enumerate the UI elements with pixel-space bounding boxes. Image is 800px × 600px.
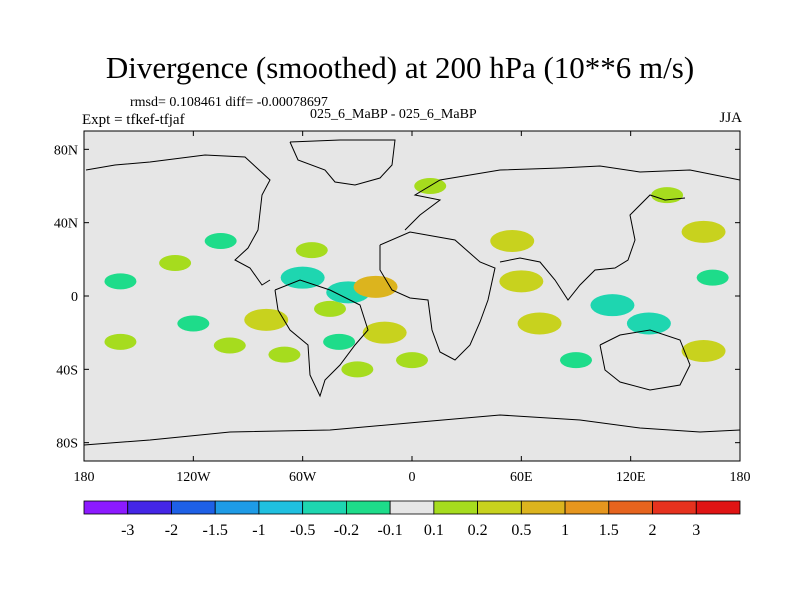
divergence-region-11	[323, 333, 356, 350]
lon-tick-label: 180	[74, 470, 95, 485]
lat-tick-label: 80S	[56, 437, 78, 452]
colorbar-label: -0.1	[377, 522, 402, 539]
coastline-south-america	[274, 279, 369, 398]
colorbar-label: 1	[561, 522, 569, 539]
divergence-region-25	[681, 220, 726, 243]
colorbar-swatch	[258, 500, 304, 515]
colorbar-label: 0.5	[511, 522, 531, 539]
colorbar-swatch	[389, 500, 435, 515]
colorbar-swatch	[433, 500, 479, 515]
divergence-region-4	[204, 233, 237, 249]
colorbar-label: -1	[252, 522, 265, 539]
lon-tick-label: 120E	[616, 470, 646, 485]
colorbar-label: 0.2	[468, 522, 488, 539]
lon-tick-label: 60W	[289, 470, 317, 485]
colorbar-label: 3	[692, 522, 700, 539]
colorbar-label: -2	[165, 522, 178, 539]
colorbar-swatch	[83, 500, 129, 515]
divergence-region-23	[626, 312, 671, 335]
lat-tick-label: 0	[71, 290, 78, 305]
divergence-region-13	[353, 275, 398, 298]
colorbar-label: -0.5	[290, 522, 315, 539]
divergence-field	[84, 139, 740, 446]
lon-tick-label: 180	[730, 470, 751, 485]
colorbar-swatch	[608, 500, 653, 515]
coastline-australia	[599, 329, 691, 391]
lon-tick-label: 60E	[510, 470, 533, 485]
colorbar-swatch	[345, 500, 391, 515]
colorbar-swatch	[520, 500, 566, 515]
coastline-europe-africa	[404, 165, 740, 231]
colorbar-swatch	[302, 500, 347, 515]
divergence-region-24	[651, 187, 684, 204]
experiments-label: 025_6_MaBP - 025_6_MaBP	[310, 107, 477, 122]
colorbar-swatch	[477, 500, 522, 515]
divergence-region-27	[696, 269, 729, 286]
lon-tick-label: 120W	[176, 470, 211, 485]
experiment-label: Expt = tfkef-tfjaf	[82, 112, 185, 128]
colorbar-swatch	[652, 500, 697, 515]
lat-tick-label: 80N	[54, 143, 78, 158]
lat-tick-label: 40S	[56, 363, 78, 378]
plot-title: Divergence (smoothed) at 200 hPa (10**6 …	[105, 50, 695, 85]
divergence-region-15	[341, 361, 374, 378]
divergence-region-22	[590, 294, 635, 317]
divergence-region-6	[244, 308, 289, 331]
colorbar: -3 -2 -1.5 -1 -0.5 -0.2 -0.1 0.1 0.2 0.5 1 1.5 2 3	[83, 500, 741, 539]
colorbar-label: -0.2	[334, 522, 359, 539]
colorbar-swatch	[564, 500, 610, 515]
divergence-region-10	[314, 300, 346, 317]
colorbar-swatch	[127, 500, 172, 515]
lat-tick-label: 40N	[54, 217, 78, 232]
divergence-region-19	[499, 270, 544, 293]
rmsd-diff-label: rmsd= 0.108461 diff= -0.00078697	[130, 95, 328, 110]
coastline-greenland	[289, 139, 396, 186]
divergence-region-9	[295, 242, 328, 259]
divergence-region-5	[213, 337, 246, 354]
coastline-north-america	[85, 154, 271, 286]
colorbar-label: -1.5	[203, 522, 228, 539]
lon-tick-label: 0	[409, 470, 416, 485]
divergence-region-3	[177, 315, 210, 332]
divergence-region-14	[362, 321, 407, 344]
colorbar-label: 0.1	[424, 522, 444, 539]
colorbar-swatch	[171, 500, 216, 515]
divergence-region-21	[560, 352, 592, 369]
axis-ticks: 180 120W 60W 0 60E 120E 180 80N 40N 0 40S 80S	[54, 131, 751, 485]
map-background	[84, 131, 740, 461]
colorbar-label: 2	[649, 522, 657, 539]
coastline-antarctica	[84, 414, 740, 446]
season-label: JJA	[719, 110, 742, 126]
divergence-region-2	[159, 255, 192, 271]
colorbar-label: -3	[121, 522, 134, 539]
divergence-region-0	[104, 273, 137, 290]
divergence-region-1	[104, 333, 137, 350]
coastline-asia	[499, 194, 686, 301]
divergence-region-7	[268, 346, 301, 363]
divergence-region-18	[490, 230, 535, 252]
divergence-region-20	[517, 312, 562, 335]
coastline-africa	[379, 231, 496, 361]
colorbar-swatch	[214, 500, 260, 515]
divergence-region-16	[396, 352, 428, 369]
colorbar-label: 1.5	[599, 522, 619, 539]
divergence-region-26	[681, 340, 726, 362]
colorbar-swatch	[695, 500, 741, 515]
